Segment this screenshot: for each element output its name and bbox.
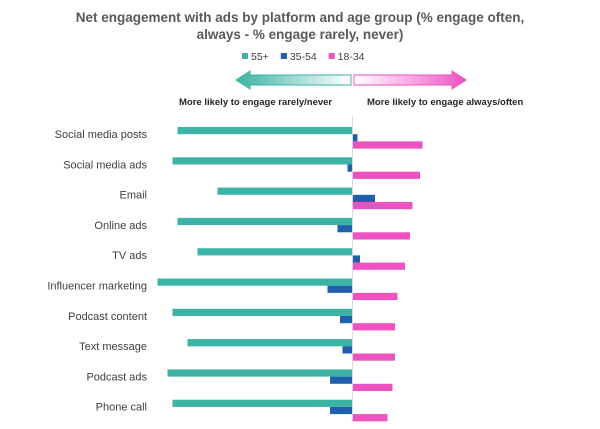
- bar-phone-call-18-34: [352, 414, 388, 422]
- chart-title-line-2: always - % engage rarely, never): [197, 27, 404, 42]
- bar-phone-call-35-54: [330, 406, 353, 415]
- bar-influencer-marketing-55: [157, 278, 353, 286]
- category-label-phone-call: Phone call: [96, 402, 147, 414]
- bar-podcast-content-18-34: [352, 323, 395, 331]
- legend-swatch-55: [242, 53, 248, 59]
- bar-influencer-marketing-35-54: [327, 285, 353, 293]
- bar-social-media-ads-18-34: [352, 171, 420, 179]
- category-label-social-media-ads: Social media ads: [63, 159, 147, 171]
- bar-tv-ads-18-34: [352, 262, 405, 270]
- bar-podcast-content-55: [172, 308, 353, 316]
- bar-text-message-55: [187, 339, 353, 347]
- right-direction-label: More likely to engage always/often: [367, 97, 523, 108]
- legend-swatch-35-54: [280, 53, 287, 59]
- legend-label-35-54: 35-54: [290, 51, 317, 63]
- legend: 55+ 35-54 18-34: [242, 51, 365, 63]
- bar-podcast-ads-35-54: [330, 376, 353, 384]
- bar-influencer-marketing-18-34: [352, 292, 398, 301]
- bar-text-message-35-54: [342, 346, 353, 354]
- legend-label-18-34: 18-34: [338, 51, 365, 63]
- bar-social-media-posts-35-54: [352, 134, 358, 142]
- legend-swatch-18-34: [328, 53, 335, 59]
- bar-social-media-posts-55: [177, 127, 353, 135]
- bar-online-ads-35-54: [337, 225, 353, 233]
- category-label-podcast-ads: Podcast ads: [86, 371, 147, 383]
- category-label-email: Email: [119, 190, 147, 202]
- left-direction-arrow: [235, 70, 352, 90]
- bar-social-media-ads-55: [172, 157, 353, 165]
- bar-podcast-content-35-54: [340, 316, 353, 324]
- bar-podcast-ads-55: [167, 369, 353, 377]
- bar-podcast-ads-18-34: [352, 383, 393, 391]
- bar-online-ads-55: [177, 217, 353, 226]
- plot-area: Social media posts Social media ads Email O…: [47, 127, 423, 422]
- bar-social-media-ads-35-54: [347, 164, 353, 172]
- category-label-influencer-marketing: Influencer marketing: [47, 281, 147, 293]
- category-label-text-message: Text message: [79, 341, 147, 353]
- bar-tv-ads-55: [197, 248, 353, 256]
- bar-online-ads-18-34: [352, 232, 410, 240]
- category-label-tv-ads: TV ads: [112, 250, 147, 262]
- category-label-social-media-posts: Social media posts: [55, 129, 148, 141]
- bar-email-55: [217, 187, 353, 195]
- bar-text-message-18-34: [352, 353, 395, 361]
- bar-tv-ads-35-54: [352, 255, 360, 263]
- bar-email-18-34: [352, 202, 413, 210]
- bar-social-media-posts-18-34: [352, 141, 423, 149]
- bar-phone-call-55: [172, 399, 353, 407]
- category-label-podcast-content: Podcast content: [68, 311, 147, 323]
- chart-title-line-1: Net engagement with ads by platform and …: [76, 10, 525, 25]
- category-label-online-ads: Online ads: [94, 220, 147, 232]
- left-direction-label: More likely to engage rarely/never: [179, 97, 332, 108]
- legend-label-55: 55+: [251, 51, 269, 63]
- bar-email-35-54: [352, 194, 375, 202]
- right-direction-arrow: [353, 70, 467, 90]
